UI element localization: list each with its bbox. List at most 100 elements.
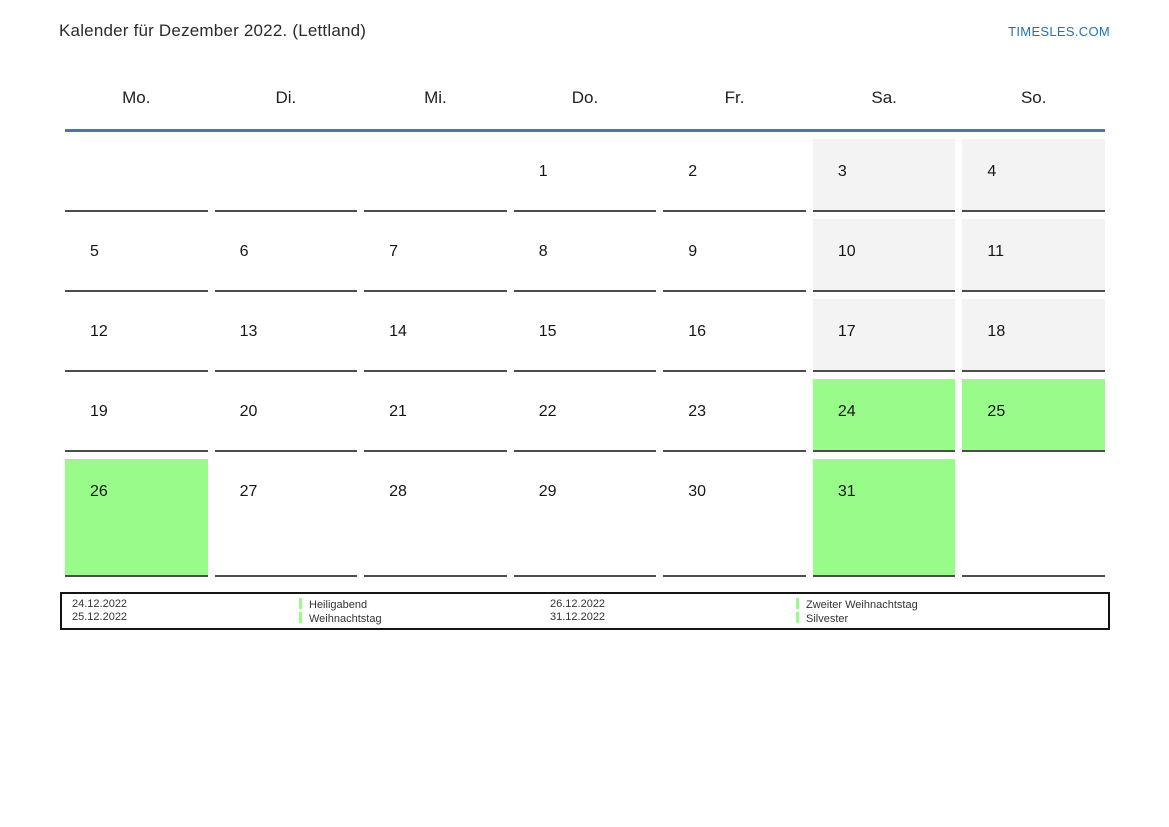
legend-holiday-date: 31.12.2022 (550, 611, 606, 623)
day-number: 14 (389, 323, 407, 340)
calendar-cell-12: 12 (65, 299, 208, 372)
calendar-cell-empty (65, 139, 208, 212)
legend-item: Silvester (796, 612, 918, 626)
calendar-cell-2: 2 (663, 139, 806, 212)
day-number: 29 (538, 483, 557, 500)
day-number: 6 (239, 243, 249, 260)
weekday-header-do: Do. (571, 88, 599, 107)
day-number: 21 (389, 403, 407, 420)
page-title: Kalender für Dezember 2022. (Lettland) (59, 21, 367, 40)
legend-holiday-name: Zweiter Weihnachtstag (806, 599, 918, 611)
brand-link[interactable]: TIMESLES.COM (1008, 24, 1110, 39)
calendar-cell-empty (214, 139, 358, 212)
day-number: 18 (987, 323, 1006, 340)
day-number: 13 (239, 323, 258, 340)
day-number: 28 (389, 483, 407, 500)
legend-holiday-name: Weihnachtstag (309, 613, 382, 625)
day-number: 26 (90, 483, 108, 500)
calendar-cell-13: 13 (214, 299, 358, 372)
day-number: 19 (90, 403, 108, 420)
day-number: 10 (837, 243, 856, 260)
legend-names-column: Zweiter Weihnachtstag Silvester (796, 598, 918, 626)
legend-names-column: Heiligabend Weihnachtstag (299, 598, 382, 626)
day-number: 30 (688, 483, 707, 500)
calendar-cell-31: 31 (812, 459, 956, 577)
day-number: 24 (837, 403, 856, 420)
calendar-cell-3: 3 (812, 139, 956, 212)
day-number: 17 (837, 323, 856, 340)
holiday-marker-icon (299, 598, 302, 609)
weekday-header-mi: Mi. (424, 88, 447, 107)
calendar-cell-11: 11 (962, 219, 1105, 292)
calendar-cell-empty (364, 139, 507, 212)
legend-holiday-date: 25.12.2022 (72, 611, 128, 623)
day-number: 2 (688, 163, 698, 180)
legend-holiday-date: 26.12.2022 (550, 598, 606, 610)
calendar-grid: 1 2 3 4 5 6 7 8 9 10 11 12 13 14 15 16 17 18 19 20 21 22 23 24 2… (65, 139, 1105, 577)
day-number: 11 (987, 243, 1005, 260)
legend-item: 31.12.2022 (550, 611, 605, 624)
calendar-cell-15: 15 (513, 299, 657, 372)
day-number: 20 (239, 403, 258, 420)
calendar-cell-25: 25 (962, 379, 1105, 452)
day-number: 8 (538, 243, 548, 260)
day-number: 22 (538, 403, 557, 420)
day-number: 7 (389, 243, 399, 260)
calendar-cell-21: 21 (364, 379, 507, 452)
legend-item: 26.12.2022 (550, 598, 605, 611)
holiday-marker-icon (299, 612, 302, 623)
weekday-header-di: Di. (275, 88, 297, 107)
weekday-header-fr: Fr. (724, 88, 745, 107)
legend-item: Weihnachtstag (299, 612, 382, 626)
header-divider (65, 129, 1105, 132)
day-number: 12 (90, 323, 108, 340)
calendar-cell-16: 16 (663, 299, 806, 372)
day-number: 31 (837, 483, 856, 500)
calendar-cell-20: 20 (214, 379, 358, 452)
calendar-cell-30: 30 (663, 459, 806, 577)
holiday-marker-icon (796, 612, 799, 623)
calendar-cell-empty (962, 459, 1105, 577)
calendar-cell-5: 5 (65, 219, 208, 292)
weekday-header-mo: Mo. (122, 88, 151, 107)
day-number: 15 (538, 323, 557, 340)
calendar-cell-17: 17 (812, 299, 956, 372)
weekday-header-sa: Sa. (871, 88, 897, 107)
calendar-cell-28: 28 (364, 459, 507, 577)
legend-dates-column: 24.12.2022 25.12.2022 (72, 598, 127, 624)
legend-box: 24.12.2022 25.12.2022 Heiligabend Weihnacht… (60, 592, 1110, 630)
day-number: 9 (688, 243, 698, 260)
weekday-header-row: Mo. Di. Mi. Do. Fr. Sa. So. (65, 88, 1105, 108)
legend-item: Zweiter Weihnachtstag (796, 598, 918, 612)
calendar-cell-29: 29 (513, 459, 657, 577)
day-number: 27 (239, 483, 258, 500)
day-number: 25 (987, 403, 1006, 420)
legend-dates-column: 26.12.2022 31.12.2022 (550, 598, 605, 624)
legend-holiday-name: Silvester (806, 613, 849, 625)
legend-holiday-name: Heiligabend (309, 599, 368, 611)
calendar-cell-10: 10 (812, 219, 956, 292)
calendar-cell-23: 23 (663, 379, 806, 452)
calendar-cell-9: 9 (663, 219, 806, 292)
calendar-cell-7: 7 (364, 219, 507, 292)
day-number: 1 (538, 163, 548, 180)
day-number: 5 (90, 243, 99, 260)
legend-item: 24.12.2022 (72, 598, 127, 611)
calendar-cell-18: 18 (962, 299, 1105, 372)
day-number: 3 (837, 163, 847, 180)
weekday-header-so: So. (1020, 88, 1047, 107)
calendar-cell-22: 22 (513, 379, 657, 452)
calendar-cell-14: 14 (364, 299, 507, 372)
day-number: 16 (688, 323, 707, 340)
calendar-cell-4: 4 (962, 139, 1105, 212)
day-number: 4 (987, 163, 997, 180)
calendar-cell-27: 27 (214, 459, 358, 577)
calendar-cell-19: 19 (65, 379, 208, 452)
calendar-cell-1: 1 (513, 139, 657, 212)
legend-holiday-date: 24.12.2022 (72, 598, 128, 610)
legend-item: 25.12.2022 (72, 611, 127, 624)
calendar-cell-6: 6 (214, 219, 358, 292)
legend-item: Heiligabend (299, 598, 382, 612)
holiday-marker-icon (796, 598, 799, 609)
